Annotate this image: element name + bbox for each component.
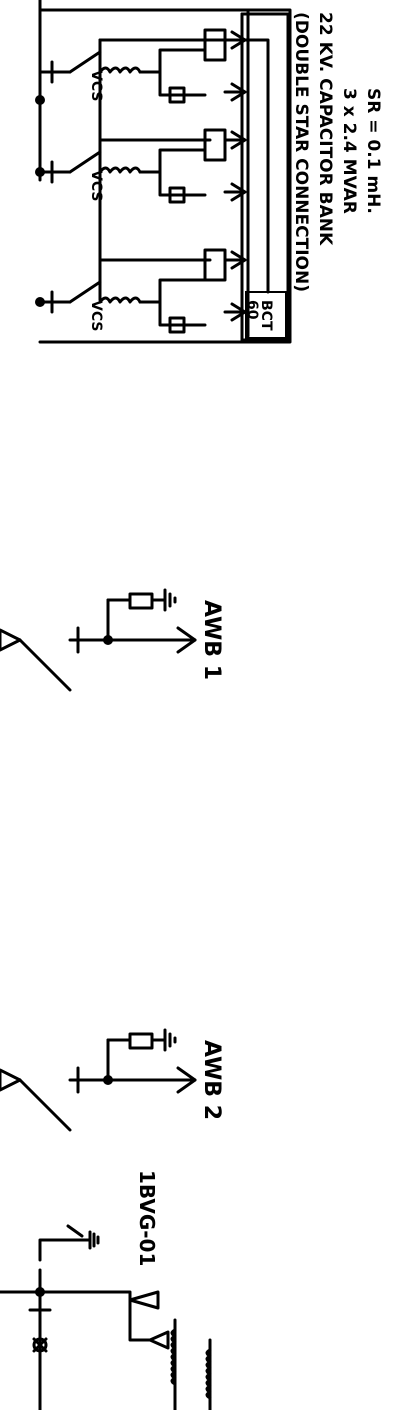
vcs-label-1: VCS (88, 70, 104, 101)
bank-description-4: SR = 0.1 mH. (363, 88, 383, 214)
bank-description-1: (DOUBLE STAR CONNECTION) (291, 12, 311, 292)
feeder-label-awb-1: AWB 1 (199, 600, 224, 680)
main-bus (0, 0, 42, 1410)
bank-description-3: 3 x 2.4 MVAR (339, 88, 359, 214)
bank-branch-3 (38, 248, 247, 334)
bank-branch-2 (38, 128, 247, 204)
vcs-label-3: VCS (88, 300, 104, 331)
bank-branch-1 (38, 28, 247, 104)
bay-1bvg-01: 1BVG-01 (28, 1170, 212, 1410)
bank-tag-box (245, 291, 287, 339)
feeder-awb-1: AWB 1 (0, 588, 224, 692)
bank-tag-line2: 60 (244, 300, 260, 320)
feeder-label-awb-2: AWB 2 (199, 1040, 224, 1120)
feeder-awb-2: AWB 2 (0, 1028, 224, 1132)
capacitor-bank: VCS VCS VCS BCT 60 (DOUBLE STAR CONNECTI… (35, 8, 383, 344)
bay-label: 1BVG-01 (135, 1170, 159, 1266)
bank-tag-line1: BCT (258, 300, 274, 331)
bank-description-2: 22 KV. CAPACITOR BANK (315, 12, 335, 246)
vcs-label-2: VCS (88, 170, 104, 201)
isolator-symbol (32, 1337, 48, 1353)
